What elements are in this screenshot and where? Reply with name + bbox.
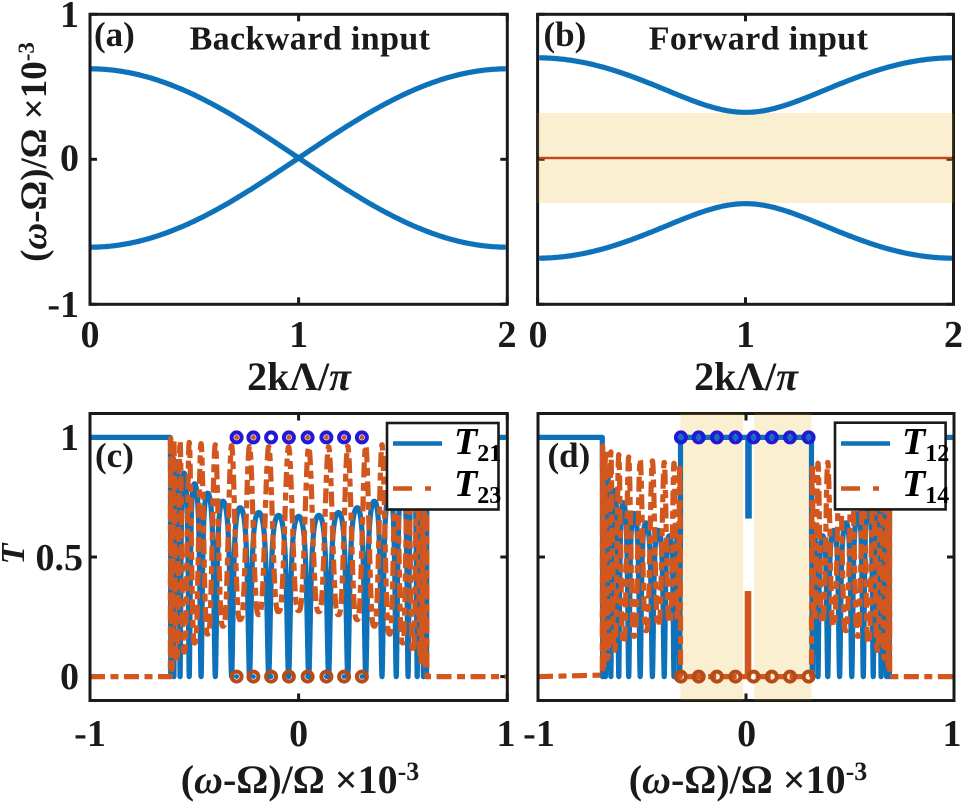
svg-text:Backward input: Backward input [190, 21, 431, 58]
svg-text:1: 1 [60, 417, 79, 459]
svg-text:-1: -1 [47, 284, 79, 326]
svg-text:Forward input: Forward input [649, 21, 869, 58]
svg-text:1: 1 [736, 314, 755, 356]
svg-text:0: 0 [60, 138, 79, 180]
svg-text:0: 0 [289, 713, 308, 755]
svg-text:0: 0 [81, 314, 100, 356]
svg-text:0: 0 [737, 713, 756, 755]
svg-text:T: T [0, 542, 32, 564]
svg-text:-1: -1 [74, 713, 106, 755]
svg-text:2: 2 [944, 314, 963, 356]
svg-text:T21: T21 [454, 421, 501, 467]
svg-text:(ω-Ω)/Ω ×10-3: (ω-Ω)/Ω ×10-3 [181, 757, 420, 802]
svg-text:(ω-Ω)/Ω ×10-3: (ω-Ω)/Ω ×10-3 [629, 757, 868, 802]
svg-text:0: 0 [60, 656, 79, 698]
svg-text:(d): (d) [548, 436, 591, 475]
svg-text:-1: -1 [523, 713, 555, 755]
svg-text:0.5: 0.5 [36, 537, 84, 579]
svg-text:(b): (b) [544, 15, 587, 54]
svg-text:2: 2 [498, 314, 517, 356]
svg-text:1: 1 [943, 713, 962, 755]
svg-text:(a): (a) [94, 15, 135, 54]
svg-text:1: 1 [289, 314, 308, 356]
svg-text:(c): (c) [95, 436, 134, 475]
svg-text:1: 1 [497, 713, 516, 755]
svg-text:1: 1 [60, 0, 79, 36]
svg-text:(ω-Ω)/Ω ×10-3: (ω-Ω)/Ω ×10-3 [14, 42, 55, 262]
svg-text:0: 0 [529, 314, 548, 356]
svg-text:2kΛ/π: 2kΛ/π [694, 354, 799, 399]
svg-text:2kΛ/π: 2kΛ/π [247, 354, 352, 399]
